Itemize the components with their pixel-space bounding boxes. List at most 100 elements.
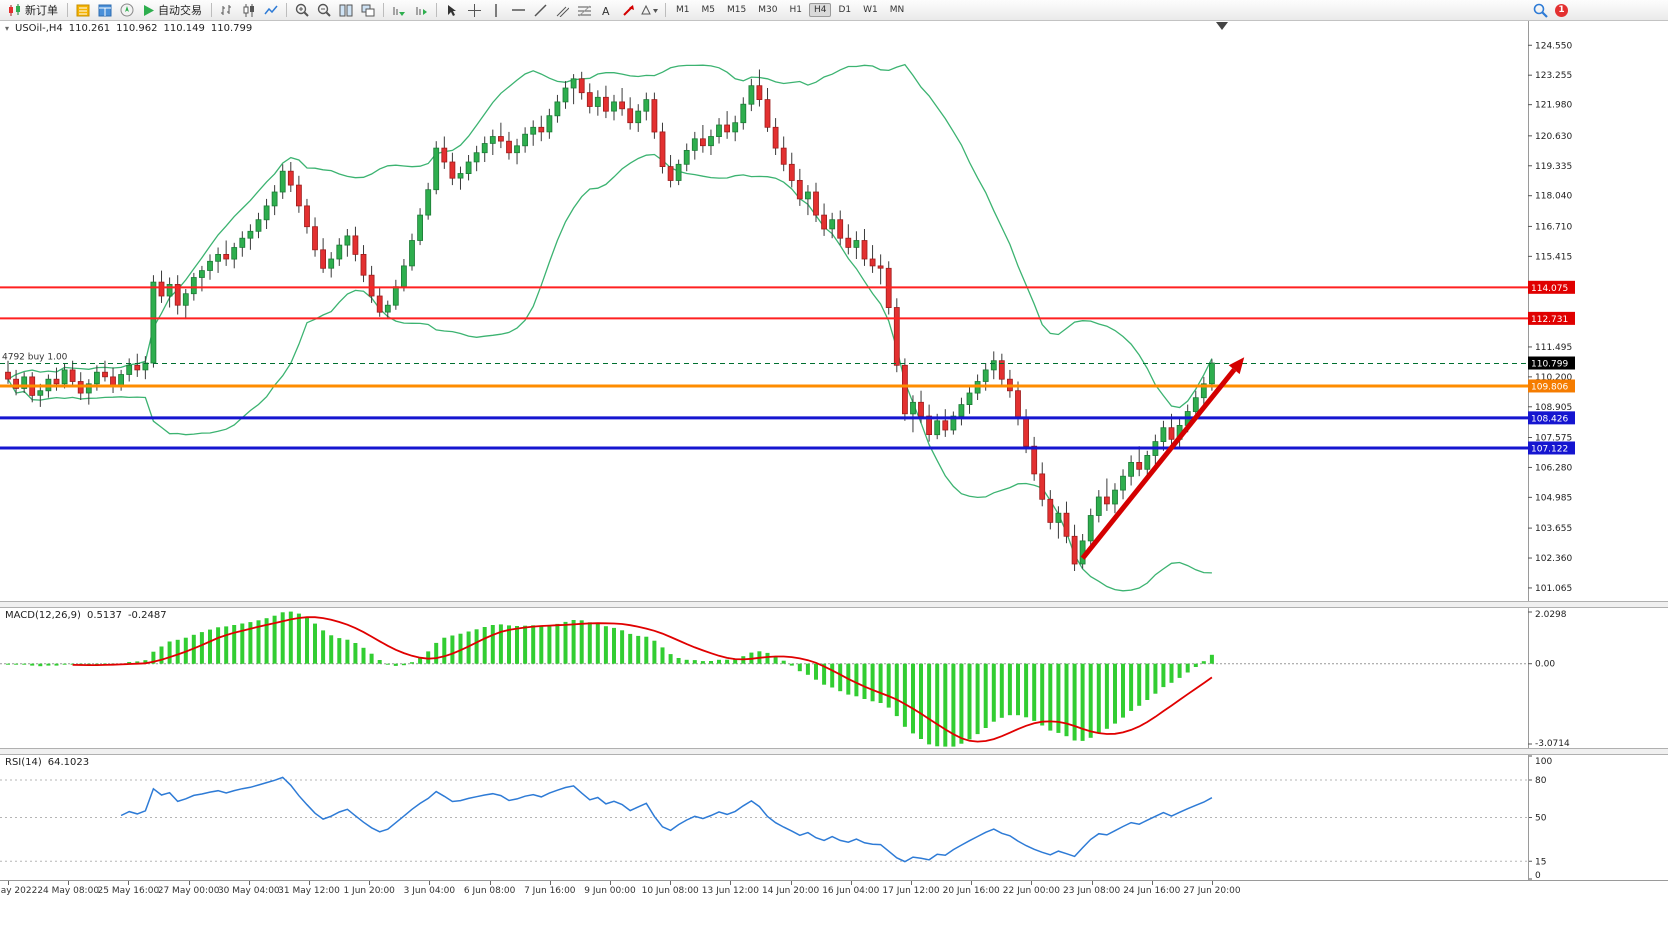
timeframe-d1-button[interactable]: D1 [838,5,852,15]
svg-text:109.806: 109.806 [1531,382,1568,392]
timeframe-m15-button[interactable]: M15 [727,5,747,15]
time-tick [489,881,491,885]
bar-chart-icon [221,4,231,15]
svg-text:119.335: 119.335 [1535,162,1572,172]
svg-text:101.065: 101.065 [1535,584,1572,594]
ohlc-open: 110.261 [68,23,111,34]
svg-text:-3.0714: -3.0714 [1535,739,1570,748]
cascade-windows-icon [361,4,375,16]
macd-canvas[interactable]: 2.0298 0.00 -3.0714 [0,608,1668,748]
data-window-icon [98,4,112,16]
timeframe-m5-button[interactable]: M5 [701,5,716,15]
svg-text:0.00: 0.00 [1535,660,1555,670]
svg-text:116.710: 116.710 [1535,222,1572,232]
timeframe-m1-button[interactable]: M1 [676,5,690,15]
time-label: 27 Jun 20:00 [1183,886,1241,896]
macd-panel[interactable]: MACD(12,26,9) 0.5137 -0.2487 2.0298 0.00 -… [0,608,1668,748]
time-tick [369,881,371,885]
cascade-windows-button[interactable] [358,2,378,19]
time-tick [549,881,551,885]
svg-text:112.731: 112.731 [1531,315,1568,325]
timeframe-w1-button[interactable]: W1 [863,5,878,15]
search-button[interactable] [1530,2,1550,19]
svg-text:A: A [602,5,610,17]
svg-text:50: 50 [1535,814,1547,824]
timeframe-mn-button[interactable]: MN [889,5,905,15]
chart-shift-button[interactable] [411,2,431,19]
time-label: 31 May 12:00 [278,886,340,896]
time-label: 17 Jun 12:00 [882,886,940,896]
price-axis: 124.550 123.255 121.980 120.630 119.335 118.0… [1528,21,1575,601]
bar-chart-button[interactable] [217,2,237,19]
fibonacci-icon [577,5,591,16]
time-tick [790,881,792,885]
timeframe-m30-button[interactable]: M30 [758,5,778,15]
text-tool-button[interactable]: A [596,2,616,19]
fibonacci-tool-button[interactable] [574,2,594,19]
svg-text:0: 0 [1535,871,1541,880]
svg-text:121.980: 121.980 [1535,101,1572,111]
chart-header: ▾ USOil-,H4 110.261 110.962 110.149 110.… [5,23,252,34]
zoom-out-button[interactable] [314,2,334,19]
market-watch-button[interactable] [73,2,93,19]
vertical-line-tool-button[interactable] [486,2,506,19]
arrows-tool-button[interactable] [618,2,638,19]
notification-badge[interactable]: 1 [1555,3,1568,17]
line-chart-button[interactable] [261,2,281,19]
time-label: 27 May 00:00 [157,886,220,896]
panel-splitter[interactable] [0,748,1668,755]
timeframe-h1-button[interactable]: H1 [789,5,802,15]
tile-windows-button[interactable] [336,2,356,19]
svg-text:102.360: 102.360 [1535,554,1572,564]
cursor-icon [448,4,456,16]
cursor-tool-button[interactable] [442,2,462,19]
rsi-axis: 100 80 50 15 0 [1528,755,1552,880]
price-chart-canvas[interactable]: 4792 buy 1.00 124.550 123.255 121.980 120.63… [0,21,1668,601]
svg-text:115.415: 115.415 [1535,252,1572,262]
horizontal-line-tool-button[interactable] [508,2,528,19]
new-order-button[interactable]: 新订单 [4,1,62,19]
channel-tool-button[interactable] [552,2,572,19]
macd-signal-value: -0.2487 [127,610,167,621]
ohlc-close: 110.799 [210,23,253,34]
time-tick [188,881,190,885]
time-tick [850,881,852,885]
horizontal-lines-layer[interactable] [0,286,1528,450]
navigator-button[interactable] [117,2,137,19]
rsi-panel[interactable]: RSI(14) 64.1023 100 80 50 15 0 [0,755,1668,880]
channel-icon [556,6,569,17]
svg-text:2.0298: 2.0298 [1535,610,1567,620]
svg-text:107.122: 107.122 [1531,444,1568,454]
time-tick [248,881,250,885]
crosshair-tool-button[interactable] [464,2,484,19]
autotrading-button[interactable]: 自动交易 [139,1,206,19]
shapes-tool-button[interactable] [640,2,660,19]
time-label: 16 Jun 04:00 [822,886,880,896]
macd-plot [0,611,1528,747]
time-label: 23 Jun 08:00 [1063,886,1121,896]
svg-text:80: 80 [1535,776,1547,786]
trendline-tool-button[interactable] [530,2,550,19]
time-label: 7 Jun 16:00 [524,886,576,896]
toolbar-separator [211,3,212,17]
timeframe-h4-button[interactable]: H4 [808,3,832,17]
time-label: 1 Jun 20:00 [343,886,395,896]
data-window-button[interactable] [95,2,115,19]
zoom-out-icon [317,3,331,17]
zoom-in-button[interactable] [292,2,312,19]
svg-text:106.280: 106.280 [1535,463,1572,473]
candlestick-chart-button[interactable] [239,2,259,19]
price-chart-panel[interactable]: ▾ USOil-,H4 110.261 110.962 110.149 110.… [0,21,1668,601]
rsi-canvas[interactable]: 100 80 50 15 0 [0,755,1668,880]
panel-splitter[interactable] [0,601,1668,608]
chart-shift-marker [1216,22,1228,30]
svg-text:104.985: 104.985 [1535,493,1572,503]
svg-text:103.655: 103.655 [1535,524,1572,534]
crosshair-icon [467,3,481,17]
market-watch-icon [76,4,90,16]
time-label: 3 Jun 04:00 [403,886,456,896]
time-tick [971,881,973,885]
symbol-dropdown-icon[interactable]: ▾ [5,24,10,33]
auto-scroll-button[interactable] [389,2,409,19]
